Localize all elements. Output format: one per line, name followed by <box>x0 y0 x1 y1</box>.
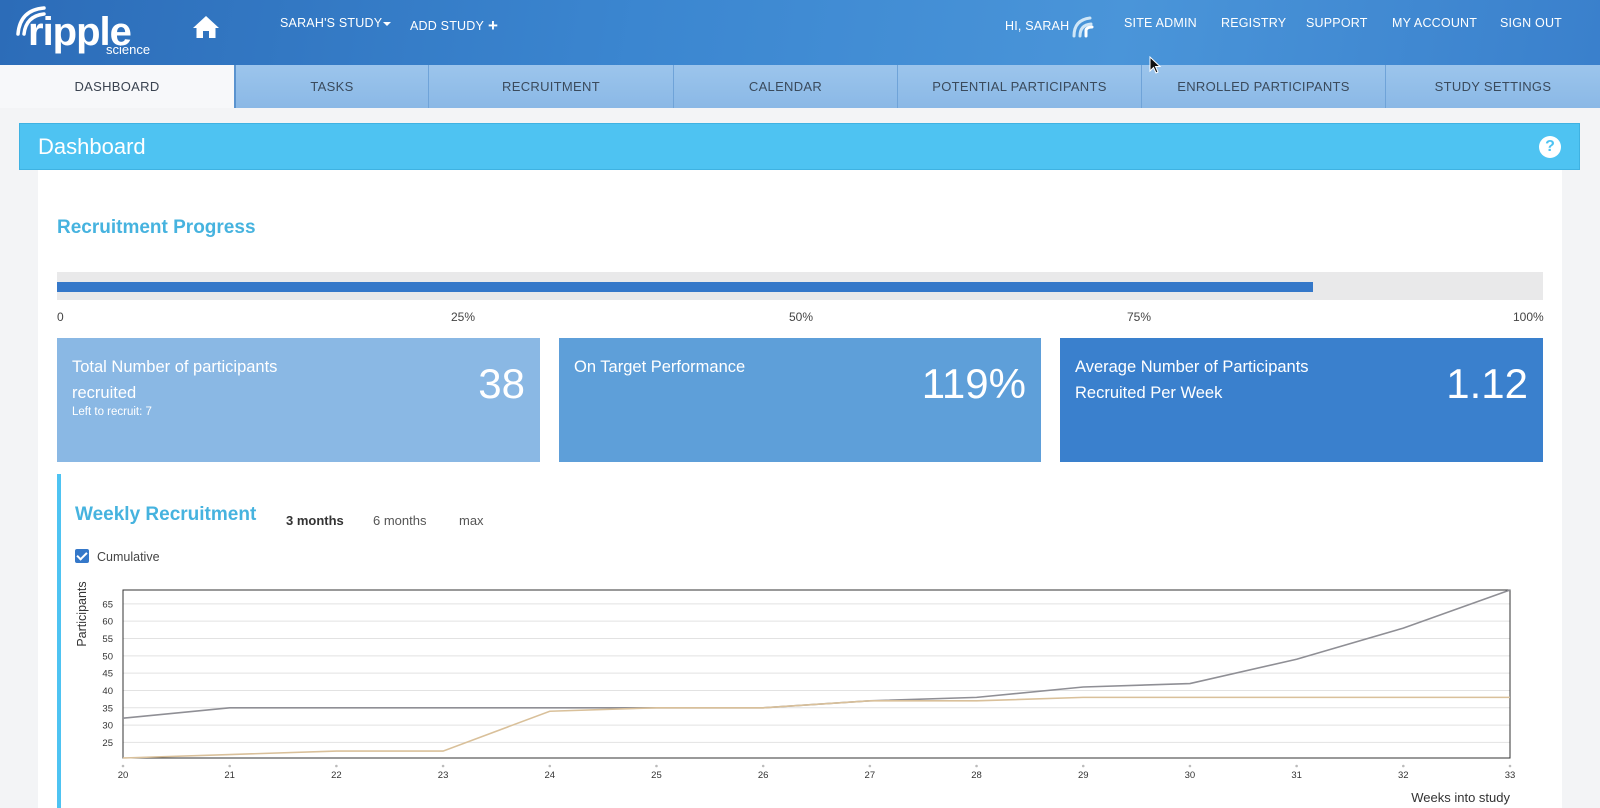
x-tick-mark <box>975 764 978 768</box>
logo-subtitle: science <box>106 42 151 57</box>
x-tick-mark <box>655 764 658 768</box>
tab-dashboard[interactable]: DASHBOARD <box>0 65 236 108</box>
tab-recruitment[interactable]: RECRUITMENT <box>429 65 674 108</box>
x-tick-label: 20 <box>118 770 129 781</box>
x-tick-label: 23 <box>438 770 449 781</box>
x-tick-mark <box>1081 764 1085 768</box>
x-tick-mark <box>1508 764 1512 768</box>
x-tick-mark <box>761 764 765 768</box>
ripple-wave-icon <box>16 6 46 36</box>
tab-potential-participants[interactable]: POTENTIAL PARTICIPANTS <box>898 65 1142 108</box>
x-tick-mark <box>868 764 872 768</box>
series-line-target <box>122 589 1511 719</box>
help-icon[interactable]: ? <box>1539 136 1561 158</box>
x-tick-label: 32 <box>1398 770 1409 781</box>
user-avatar-icon[interactable] <box>1068 12 1096 40</box>
add-study-label: ADD STUDY <box>410 19 485 33</box>
card-label: On Target Performance <box>574 358 746 376</box>
sign-out-link[interactable]: SIGN OUT <box>1500 16 1563 30</box>
x-tick-mark <box>1402 764 1405 768</box>
left-to-recruit: Left to recruit: 7 <box>72 406 152 418</box>
card-value: 1.12 <box>1446 360 1528 407</box>
x-tick-label: 29 <box>1078 770 1089 781</box>
recruitment-progress-title: Recruitment Progress <box>57 217 256 238</box>
x-tick-label: 30 <box>1185 770 1196 781</box>
study-tabs: DASHBOARD TASKS RECRUITMENT CALENDAR POT… <box>0 65 1600 108</box>
x-tick-mark <box>335 764 338 768</box>
tab-enrolled-participants[interactable]: ENROLLED PARTICIPANTS <box>1142 65 1386 108</box>
range-3-months-button[interactable]: 3 months <box>286 513 344 528</box>
cumulative-label: Cumulative <box>97 550 160 564</box>
y-tick-label: 65 <box>102 599 113 610</box>
registry-link[interactable]: REGISTRY <box>1221 16 1287 30</box>
y-tick-label: 30 <box>102 721 113 732</box>
cumulative-checkbox[interactable] <box>75 549 89 563</box>
recruitment-progress-fill <box>57 282 1313 292</box>
x-tick-label: 26 <box>758 770 769 781</box>
x-axis-label: Weeks into study <box>1411 790 1510 805</box>
plus-icon: + <box>488 16 499 35</box>
y-tick-label: 35 <box>102 703 113 714</box>
y-tick-label: 55 <box>102 634 113 645</box>
total-recruited-card: Total Number of participants recruited L… <box>57 338 540 462</box>
x-tick-label: 21 <box>224 770 235 781</box>
progress-tick-100: 100% <box>1513 310 1544 324</box>
x-tick-mark <box>121 764 125 768</box>
y-tick-label: 60 <box>102 617 113 628</box>
x-tick-mark <box>1295 764 1298 768</box>
dashboard-header: Dashboard ? <box>19 123 1580 170</box>
x-tick-mark <box>548 764 552 768</box>
my-account-link[interactable]: MY ACCOUNT <box>1392 16 1478 30</box>
card-label: Average Number of Participants Recruited… <box>1075 358 1309 402</box>
chevron-down-icon <box>383 21 392 26</box>
progress-tick-75: 75% <box>1127 310 1152 324</box>
y-tick-label: 45 <box>102 669 113 680</box>
ripple-logo[interactable]: ripple science <box>12 2 162 60</box>
logo-wordmark: ripple <box>28 10 132 54</box>
x-tick-label: 28 <box>971 770 982 781</box>
mouse-cursor-icon <box>1149 56 1162 74</box>
top-navigation-bar: ripple science SARAH'S STUDY ADD STUDY + … <box>0 0 1600 65</box>
avg-per-week-card: Average Number of Participants Recruited… <box>1060 338 1543 462</box>
range-6-months-button[interactable]: 6 months <box>373 513 427 528</box>
page-title: Dashboard <box>38 134 146 159</box>
progress-tick-0: 0 <box>57 310 64 324</box>
x-tick-label: 22 <box>331 770 342 781</box>
weekly-recruitment-chart: 25 30 35 40 45 50 55 60 65 20 21 22 23 24 25 26 27 28 29 30… <box>75 581 1516 805</box>
weekly-recruitment-title: Weekly Recruitment <box>75 504 257 525</box>
x-tick-label: 33 <box>1505 770 1516 781</box>
x-tick-mark <box>1188 764 1192 768</box>
x-tick-mark <box>441 764 445 768</box>
on-target-performance-card: On Target Performance 119% <box>559 338 1041 462</box>
recruitment-progress-bar <box>57 272 1543 300</box>
tab-tasks[interactable]: TASKS <box>236 65 429 108</box>
card-label: Total Number of participants recruited <box>72 358 278 402</box>
tab-calendar[interactable]: CALENDAR <box>674 65 898 108</box>
series-line-actual <box>122 696 1510 759</box>
plot-area-frame <box>122 589 1511 759</box>
y-tick-label: 40 <box>102 686 113 697</box>
user-greeting[interactable]: HI, SARAH <box>1005 19 1070 33</box>
home-icon[interactable] <box>192 14 220 40</box>
x-tick-label: 31 <box>1291 770 1302 781</box>
support-link[interactable]: SUPPORT <box>1306 16 1368 30</box>
tab-study-settings[interactable]: STUDY SETTINGS <box>1386 65 1600 108</box>
progress-tick-25: 25% <box>451 310 476 324</box>
x-tick-label: 27 <box>865 770 876 781</box>
site-admin-link[interactable]: SITE ADMIN <box>1124 16 1197 30</box>
add-study-button[interactable]: ADD STUDY + <box>410 16 498 36</box>
study-menu-dropdown[interactable]: SARAH'S STUDY <box>280 16 392 30</box>
y-tick-label: 25 <box>102 738 113 749</box>
weekly-section-accent <box>57 474 61 808</box>
progress-tick-50: 50% <box>789 310 814 324</box>
x-tick-label: 25 <box>651 770 662 781</box>
range-max-button[interactable]: max <box>459 513 484 528</box>
x-tick-mark <box>228 764 231 768</box>
study-menu-label: SARAH'S STUDY <box>280 16 383 30</box>
card-value: 38 <box>478 360 525 407</box>
y-tick-label: 50 <box>102 651 113 662</box>
card-value: 119% <box>921 360 1026 407</box>
x-tick-label: 24 <box>544 770 555 781</box>
y-axis-label: Participants <box>75 581 89 646</box>
